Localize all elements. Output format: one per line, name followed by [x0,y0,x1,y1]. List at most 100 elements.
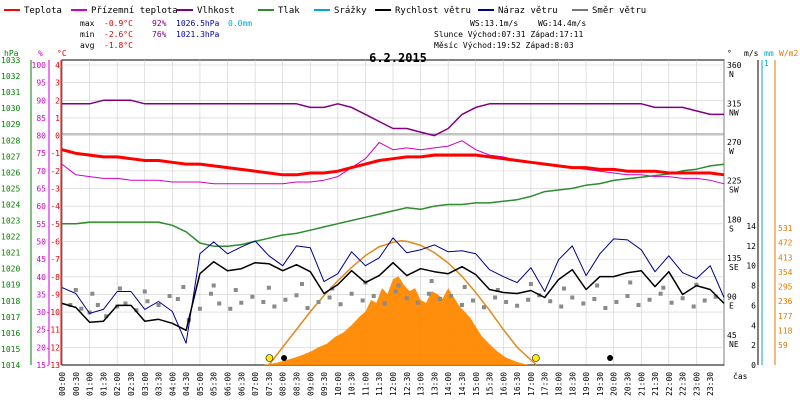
sun-moon-markers [265,354,614,362]
tick-label-time: 09:00 [306,372,315,396]
axis-unit-hpa: hPa [4,49,19,58]
tick-label-direction-name: S [729,224,734,233]
tick-label-time: 11:00 [361,372,370,396]
wind-direction-point [73,288,78,292]
legend-item-smer: Směr větru [572,6,646,16]
wind-direction-point [305,306,310,310]
tick-label-mm-top: 1 [764,59,769,68]
axis-unit-deg: ° [727,49,732,58]
tick-label-direction-name: NE [729,340,739,349]
tick-label-time: 14:00 [444,372,453,396]
axis-unit-time: čas [733,371,748,381]
tick-label-time: 18:00 [555,372,564,396]
wind-direction-point [515,303,520,308]
tick-label-direction-deg: 270 [727,138,742,147]
wind-direction-point [90,291,95,296]
tick-label-time: 01:30 [99,372,108,396]
series-wind-speed-line [61,260,725,332]
wind-direction-point [694,282,699,287]
series-humidity-line [62,99,724,137]
tick-label-solar: 531 [778,224,793,233]
tick-label-temp: -10 [46,308,61,317]
stat-min-label: min [80,30,95,39]
tick-label-hpa: 1018 [1,297,20,306]
wind-direction-point [95,303,100,307]
tick-label-ms: 6 [751,301,756,310]
legend: Teplota Přízemní teplota Vlhkost Tlak Sr… [4,6,646,16]
axis-unit-mm: mm [764,49,774,58]
tick-label-time: 05:00 [196,372,205,396]
wind-direction-point [145,299,150,304]
stat-min-press: 1021.3hPa [176,30,220,39]
wind-direction-point [559,304,564,309]
legend-item-tlak: Tlak [258,6,300,16]
tick-label-time: 11:30 [375,372,384,396]
wind-direction-point [233,288,238,292]
wind-direction-point [175,297,180,301]
legend-label: Směr větru [592,6,646,16]
tick-label-time: 01:00 [86,372,95,396]
wind-direction-point [713,294,718,299]
tick-label-time: 06:30 [237,372,246,396]
tick-label-time: 14:30 [458,372,467,396]
wind-direction-point [462,285,467,289]
tick-label-time: 19:30 [596,372,605,396]
tick-label-direction-deg: 45 [727,331,737,340]
wind-direction-point [272,304,277,309]
tick-label-pct: 50 [36,237,46,246]
tick-label-direction-name: SE [729,263,739,272]
wind-direction-point [415,300,420,305]
legend-item-prizemni: Přízemní teplota [71,6,178,16]
wind-direction-point [197,306,202,311]
tick-label-hpa: 1021 [1,249,20,258]
wind-direction-point [371,294,376,298]
tick-label-hpa: 1027 [1,152,20,161]
tick-label-time: 21:30 [651,372,660,396]
wind-direction-point [680,296,685,301]
tick-label-time: 05:30 [210,372,219,396]
tick-label-temp: -1 [50,149,60,158]
legend-label: Srážky [334,6,367,16]
legend-item-srazky: Srážky [314,6,367,16]
tick-label-hpa: 1025 [1,184,20,193]
tick-label-hpa: 1023 [1,217,20,226]
tick-label-time: 03:30 [155,372,164,396]
wind-direction-point [404,296,409,301]
wind-direction-point [448,294,453,298]
tick-label-time: 12:00 [389,372,398,396]
tick-label-pct: 60 [36,202,46,211]
tick-label-time: 22:00 [665,372,674,396]
tick-label-temp: -8 [50,273,60,282]
wind-direction-point [592,297,597,301]
legend-item-rychlost: Rychlost větru [375,6,471,16]
tick-label-direction-name: N [729,70,734,79]
tick-label-solar: 295 [778,283,793,292]
wind-direction-point [134,308,139,313]
series-gust-line [61,237,725,344]
tick-label-solar: 236 [778,297,793,306]
tick-label-time: 03:00 [141,372,150,396]
solar-area [263,276,529,365]
wind-direction-point [239,300,244,305]
tick-label-time: 16:30 [513,372,522,396]
wind-direction-point [691,304,696,309]
wind-direction-point [68,303,73,307]
tick-label-pct: 15 [36,361,46,370]
tick-label-time: 07:00 [251,372,260,396]
wind-direction-point [266,285,271,290]
tick-label-solar: 177 [778,312,793,321]
wind-direction-point [570,295,575,300]
tick-label-time: 22:30 [679,372,688,396]
sunrise-marker [265,354,274,362]
tick-label-temp: -3 [50,185,60,194]
tick-label-ms: 0 [751,361,756,370]
wind-direction-point [482,305,487,310]
wind-direction-point [595,283,600,288]
legend-label: Tlak [278,6,300,16]
legend-item-teplota: Teplota [4,6,62,16]
tick-label-direction-deg: 225 [727,177,742,186]
axes: 43210-1-2-3-4-5-6-7-8-9-10-11-12-1310331… [1,56,793,396]
stat-max-rain: 0.0mm [228,19,252,28]
wind-direction-point [79,306,84,311]
chart-title: 6.2.2015 [369,51,427,65]
